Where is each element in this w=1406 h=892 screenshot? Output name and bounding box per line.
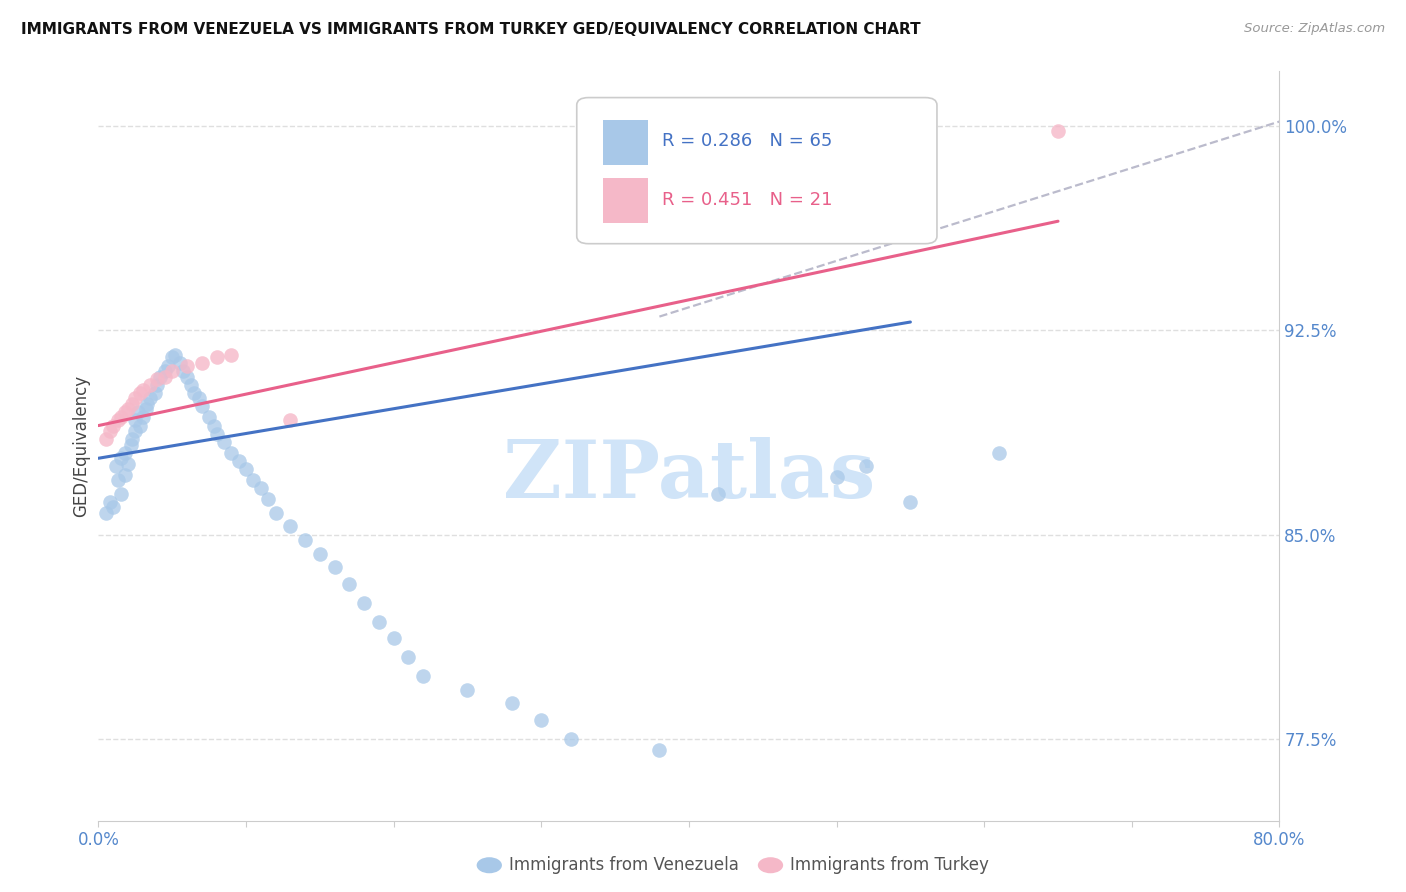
Point xyxy=(339,576,361,591)
Point xyxy=(368,615,391,629)
Point xyxy=(165,348,187,362)
Point xyxy=(139,377,162,392)
Text: Immigrants from Turkey: Immigrants from Turkey xyxy=(790,856,988,874)
Point xyxy=(457,682,479,697)
Point xyxy=(132,410,155,425)
Text: Source: ZipAtlas.com: Source: ZipAtlas.com xyxy=(1244,22,1385,36)
Point xyxy=(250,481,273,495)
Point xyxy=(900,495,922,509)
Point xyxy=(323,560,346,574)
Y-axis label: GED/Equivalency: GED/Equivalency xyxy=(72,375,90,517)
Point xyxy=(180,377,202,392)
Point xyxy=(530,713,553,727)
Point xyxy=(103,500,125,515)
Text: ZIPatlas: ZIPatlas xyxy=(503,437,875,515)
Point xyxy=(280,519,302,533)
Point xyxy=(110,410,132,425)
Point xyxy=(264,506,287,520)
Point xyxy=(1046,124,1070,138)
Point xyxy=(110,451,132,466)
Point xyxy=(149,369,172,384)
Point xyxy=(176,359,198,373)
Point xyxy=(114,405,136,419)
Point xyxy=(120,437,142,451)
Point xyxy=(121,432,143,446)
Point xyxy=(107,473,129,487)
Point xyxy=(107,413,129,427)
Point xyxy=(94,432,117,446)
Point xyxy=(221,446,243,460)
Point xyxy=(146,372,169,386)
Point xyxy=(121,397,143,411)
Point xyxy=(183,385,205,400)
Text: Immigrants from Venezuela: Immigrants from Venezuela xyxy=(509,856,738,874)
Point xyxy=(294,533,316,547)
Point xyxy=(153,364,176,378)
Point xyxy=(501,697,523,711)
Point xyxy=(128,418,150,433)
Point xyxy=(398,650,420,665)
Point xyxy=(172,364,194,378)
Point xyxy=(132,383,155,397)
Point xyxy=(228,454,250,468)
Point xyxy=(235,462,257,476)
Point xyxy=(187,392,209,406)
Text: IMMIGRANTS FROM VENEZUELA VS IMMIGRANTS FROM TURKEY GED/EQUIVALENCY CORRELATION : IMMIGRANTS FROM VENEZUELA VS IMMIGRANTS … xyxy=(21,22,921,37)
Point xyxy=(136,397,159,411)
Point xyxy=(124,424,146,438)
Point xyxy=(103,418,125,433)
Point xyxy=(162,364,183,378)
Point xyxy=(707,486,730,500)
Point xyxy=(114,467,136,482)
Point xyxy=(124,392,146,406)
Point xyxy=(139,392,162,406)
Point xyxy=(205,426,228,441)
Point xyxy=(242,473,264,487)
Point xyxy=(98,495,121,509)
Point xyxy=(135,402,157,417)
Point xyxy=(212,434,235,449)
Bar xyxy=(603,178,648,223)
Point xyxy=(162,351,183,365)
Text: R = 0.451   N = 21: R = 0.451 N = 21 xyxy=(662,191,832,210)
Point xyxy=(855,459,877,474)
Point xyxy=(353,596,375,610)
Point xyxy=(117,402,139,417)
Point xyxy=(176,369,198,384)
Point xyxy=(94,506,117,520)
Point xyxy=(146,377,169,392)
Point xyxy=(117,457,139,471)
Text: R = 0.286   N = 65: R = 0.286 N = 65 xyxy=(662,132,832,150)
Point xyxy=(382,631,405,645)
Point xyxy=(205,351,228,365)
Point xyxy=(648,743,671,757)
Point xyxy=(128,385,150,400)
Point xyxy=(143,385,166,400)
Point xyxy=(988,446,1011,460)
Point xyxy=(191,356,214,370)
Point xyxy=(114,446,136,460)
Point xyxy=(560,731,582,746)
FancyBboxPatch shape xyxy=(576,97,936,244)
Point xyxy=(169,356,191,370)
Point xyxy=(156,359,179,373)
Point xyxy=(198,410,221,425)
Point xyxy=(127,405,149,419)
Point xyxy=(124,413,146,427)
Point xyxy=(257,492,280,507)
Point xyxy=(105,459,128,474)
Point xyxy=(309,547,332,561)
Point xyxy=(98,424,121,438)
Point xyxy=(153,369,176,384)
Point xyxy=(221,348,243,362)
Point xyxy=(202,418,225,433)
Bar xyxy=(603,120,648,165)
Point xyxy=(110,486,132,500)
Point xyxy=(825,470,848,484)
Point xyxy=(191,400,214,414)
Point xyxy=(280,413,302,427)
Point xyxy=(412,669,434,683)
